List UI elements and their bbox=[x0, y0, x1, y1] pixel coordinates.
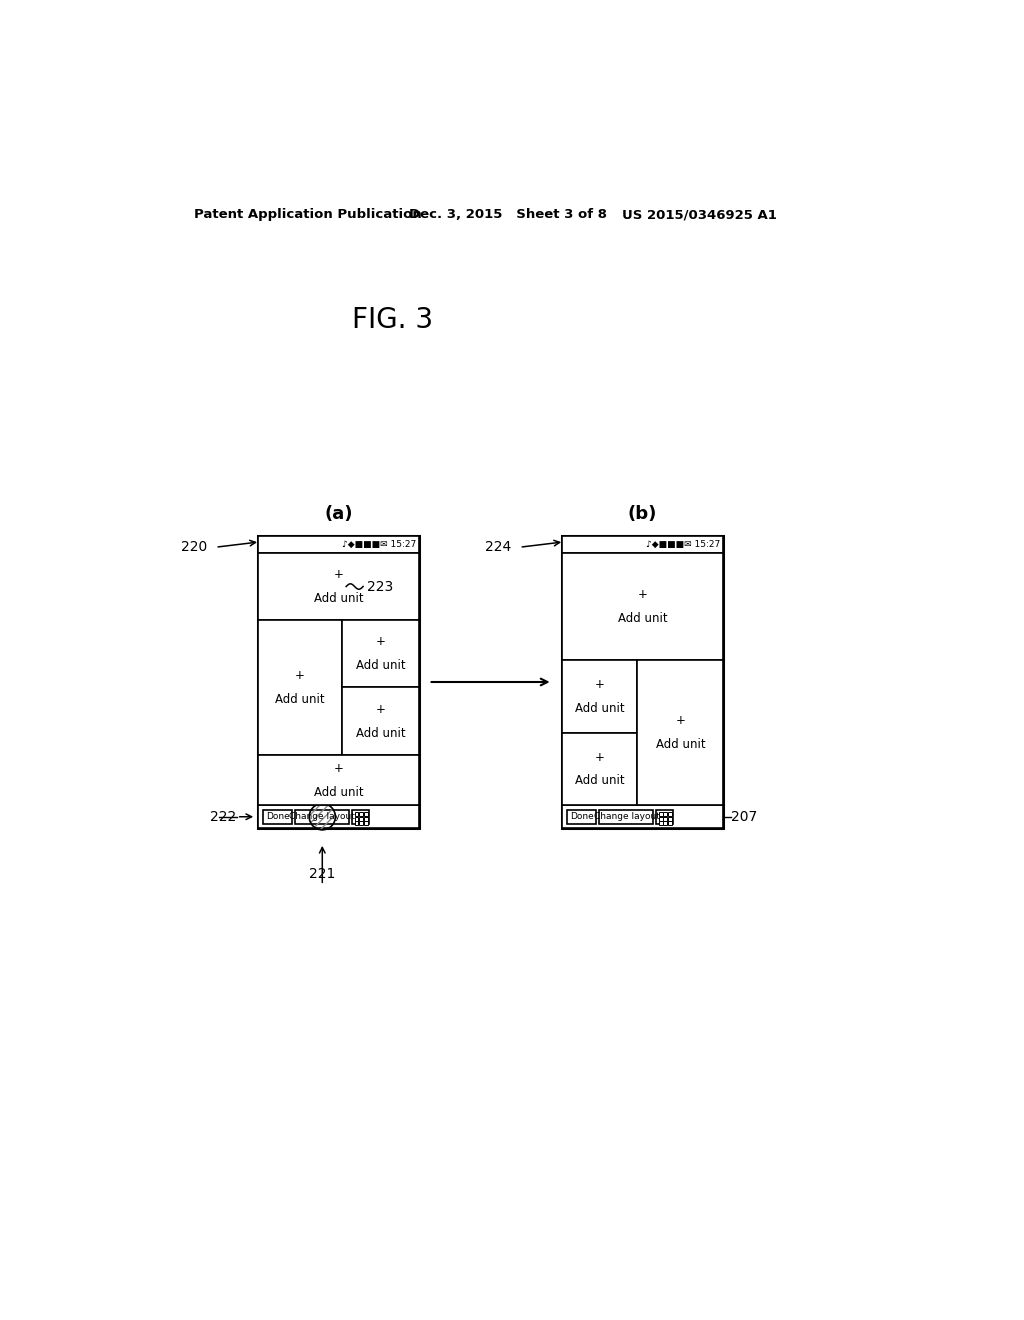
Bar bbox=[567, 810, 596, 824]
Bar bbox=[664, 821, 668, 825]
Text: (a): (a) bbox=[325, 506, 352, 523]
Bar bbox=[562, 536, 724, 829]
Text: Add unit: Add unit bbox=[274, 693, 325, 706]
Bar bbox=[664, 812, 668, 816]
Bar bbox=[354, 812, 358, 816]
Text: ♪◆■■■✉ 15:27: ♪◆■■■✉ 15:27 bbox=[646, 540, 720, 549]
Bar bbox=[637, 660, 724, 805]
Bar bbox=[258, 805, 419, 829]
Text: +: + bbox=[334, 762, 343, 775]
Text: +: + bbox=[676, 714, 685, 727]
Text: 221: 221 bbox=[309, 867, 336, 882]
Text: Add unit: Add unit bbox=[574, 775, 625, 788]
Text: Add unit: Add unit bbox=[355, 659, 406, 672]
Bar bbox=[359, 817, 364, 821]
Bar bbox=[258, 553, 419, 620]
Bar bbox=[658, 821, 663, 825]
Bar bbox=[359, 812, 364, 816]
Bar bbox=[295, 810, 349, 824]
Text: Add unit: Add unit bbox=[655, 738, 706, 751]
Text: Done: Done bbox=[266, 812, 290, 821]
Text: 223: 223 bbox=[367, 579, 393, 594]
Bar bbox=[263, 810, 292, 824]
Bar bbox=[352, 810, 370, 824]
Text: Change layout: Change layout bbox=[290, 812, 355, 821]
Bar bbox=[658, 817, 663, 821]
Bar bbox=[562, 805, 724, 829]
Text: US 2015/0346925 A1: US 2015/0346925 A1 bbox=[622, 209, 776, 222]
Text: +: + bbox=[595, 678, 604, 692]
Text: +: + bbox=[376, 635, 385, 648]
Text: FIG. 3: FIG. 3 bbox=[352, 306, 433, 334]
Text: 207: 207 bbox=[731, 809, 758, 824]
Bar bbox=[562, 536, 724, 553]
Text: Add unit: Add unit bbox=[617, 612, 668, 624]
Text: +: + bbox=[295, 669, 304, 682]
Text: 220: 220 bbox=[181, 540, 208, 554]
Bar bbox=[342, 688, 419, 755]
Text: 222: 222 bbox=[210, 809, 237, 824]
Text: +: + bbox=[595, 751, 604, 763]
Text: Dec. 3, 2015   Sheet 3 of 8: Dec. 3, 2015 Sheet 3 of 8 bbox=[410, 209, 607, 222]
Bar bbox=[664, 817, 668, 821]
Text: 224: 224 bbox=[485, 540, 512, 554]
Bar bbox=[668, 812, 672, 816]
Text: ♪◆■■■✉ 15:27: ♪◆■■■✉ 15:27 bbox=[342, 540, 416, 549]
Bar bbox=[668, 821, 672, 825]
Text: Add unit: Add unit bbox=[313, 785, 364, 799]
Bar bbox=[364, 821, 368, 825]
Bar bbox=[658, 812, 663, 816]
Text: Done: Done bbox=[570, 812, 594, 821]
Bar bbox=[258, 536, 419, 829]
Bar bbox=[562, 660, 637, 733]
Text: Change layout: Change layout bbox=[594, 812, 659, 821]
Bar bbox=[354, 817, 358, 821]
Text: +: + bbox=[638, 589, 647, 601]
Bar bbox=[258, 536, 419, 553]
Text: Add unit: Add unit bbox=[574, 702, 625, 715]
Bar bbox=[354, 821, 358, 825]
Bar bbox=[668, 817, 672, 821]
Bar bbox=[364, 817, 368, 821]
Text: +: + bbox=[334, 568, 343, 581]
Bar bbox=[342, 620, 419, 688]
Text: Add unit: Add unit bbox=[355, 726, 406, 739]
Bar bbox=[258, 755, 419, 805]
Text: (b): (b) bbox=[628, 506, 657, 523]
Text: +: + bbox=[376, 702, 385, 715]
Bar bbox=[599, 810, 653, 824]
Text: Patent Application Publication: Patent Application Publication bbox=[195, 209, 422, 222]
Text: Add unit: Add unit bbox=[313, 591, 364, 605]
Bar bbox=[258, 620, 342, 755]
Bar bbox=[359, 821, 364, 825]
Bar bbox=[364, 812, 368, 816]
Bar bbox=[562, 733, 637, 805]
Bar bbox=[656, 810, 674, 824]
Bar bbox=[562, 553, 724, 660]
